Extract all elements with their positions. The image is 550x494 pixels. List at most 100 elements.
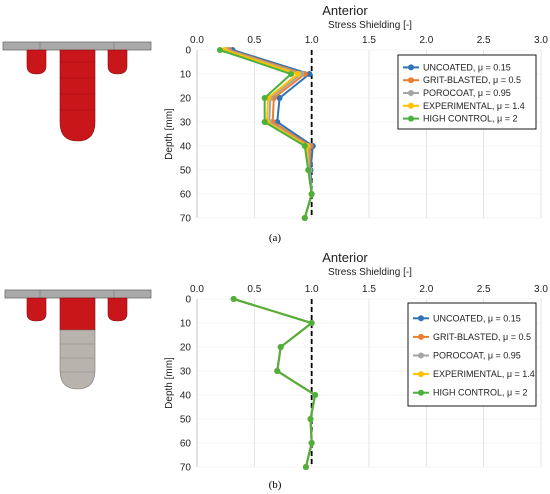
legend-label: GRIT-BLASTED, μ = 0.5 — [423, 75, 521, 85]
legend-swatch-marker — [418, 371, 424, 378]
legend-item: POROCOAT, μ = 0.95 — [403, 88, 511, 98]
y-tick-label: 60 — [180, 190, 192, 201]
legend-label: HIGH CONTROL, μ = 2 — [423, 114, 517, 124]
legend-swatch-marker — [408, 77, 414, 84]
series-5 — [230, 296, 319, 470]
data-point — [301, 143, 308, 149]
x-tick-label: 2.0 — [419, 35, 433, 46]
legend-box — [407, 302, 537, 407]
series-4 — [221, 47, 315, 221]
legend-item: UNCOATED, μ = 0.15 — [403, 62, 511, 72]
implant-illustration-a — [2, 41, 152, 142]
y-axis-label: Depth [mm] — [164, 357, 175, 409]
data-point — [276, 95, 283, 101]
series-3 — [223, 47, 315, 221]
data-point — [308, 440, 315, 446]
legend-label: EXPERIMENTAL, μ = 1.4 — [423, 101, 525, 111]
data-point — [277, 344, 284, 350]
data-point — [306, 71, 313, 77]
legend-swatch-marker — [408, 64, 414, 71]
x-tick-label: 2.5 — [477, 284, 491, 295]
legend-label: UNCOATED, μ = 0.15 — [423, 62, 511, 72]
legend-item: EXPERIMENTAL, μ = 1.4 — [403, 101, 525, 111]
y-axis-label: Depth [mm] — [164, 108, 175, 160]
data-point — [261, 119, 268, 125]
data-point — [305, 167, 312, 173]
series-line — [233, 298, 317, 468]
y-tick-label: 70 — [180, 463, 192, 474]
panel-label-b: (b) — [269, 479, 282, 491]
chart-title: Anterior — [322, 3, 368, 18]
x-tick-label: 0.5 — [247, 35, 261, 46]
legend-label: HIGH CONTROL, μ = 2 — [433, 388, 527, 398]
y-tick-label: 20 — [180, 343, 192, 354]
series-line — [233, 298, 317, 468]
x-tick-label: 0.5 — [247, 284, 261, 295]
series-line — [233, 298, 317, 468]
series-line — [233, 298, 317, 468]
series-line — [233, 298, 317, 468]
legend-label: GRIT-BLASTED, μ = 0.5 — [433, 332, 531, 342]
y-tick-label: 50 — [180, 415, 192, 426]
y-tick-label: 10 — [180, 319, 192, 330]
implant-illustration-b — [4, 289, 152, 390]
y-tick-label: 40 — [180, 142, 192, 153]
y-tick-label: 30 — [180, 367, 192, 378]
x-tick-label: 1.5 — [362, 284, 376, 295]
legend-label: UNCOATED, μ = 0.15 — [433, 313, 521, 323]
legend-swatch-marker — [418, 389, 424, 396]
legend-swatch-marker — [408, 102, 414, 109]
legend-item: UNCOATED, μ = 0.15 — [413, 313, 521, 323]
legend-swatch-marker — [408, 115, 414, 122]
data-point — [307, 416, 314, 422]
y-tick-label: 10 — [180, 70, 192, 81]
series-line — [219, 49, 313, 219]
series-2 — [230, 296, 319, 470]
series-4 — [230, 296, 319, 470]
y-tick-label: 20 — [180, 94, 192, 105]
series-5 — [216, 47, 315, 221]
legend-item: HIGH CONTROL, μ = 2 — [403, 114, 517, 124]
legend-item: POROCOAT, μ = 0.95 — [413, 351, 521, 361]
legend-label: EXPERIMENTAL, μ = 1.4 — [433, 369, 535, 379]
x-tick-label: 1.5 — [362, 35, 376, 46]
x-axis-label: Stress Shielding [-] — [328, 267, 412, 278]
data-point — [308, 320, 315, 326]
data-point — [294, 71, 301, 77]
y-tick-label: 40 — [180, 391, 192, 402]
data-point — [302, 464, 309, 470]
x-tick-label: 2.5 — [477, 35, 491, 46]
x-tick-label: 1.0 — [305, 35, 319, 46]
y-tick-label: 0 — [185, 295, 191, 306]
x-tick-label: 0.0 — [190, 284, 204, 295]
legend-label: POROCOAT, μ = 0.95 — [433, 351, 521, 361]
legend-swatch-marker — [418, 352, 424, 359]
legend-item: GRIT-BLASTED, μ = 0.5 — [413, 332, 531, 342]
chart-title: Anterior — [322, 250, 368, 265]
legend-item: HIGH CONTROL, μ = 2 — [413, 388, 527, 398]
chart-b: Anterior Stress Shielding [-] Depth [mm]… — [164, 250, 548, 474]
x-tick-label: 2.0 — [419, 284, 433, 295]
data-point — [288, 71, 295, 77]
legend-item: GRIT-BLASTED, μ = 0.5 — [403, 75, 521, 85]
x-axis-label: Stress Shielding [-] — [328, 20, 412, 31]
data-point — [216, 47, 223, 53]
data-point — [261, 95, 268, 101]
y-tick-label: 70 — [180, 214, 192, 225]
y-tick-label: 0 — [185, 46, 191, 57]
panel-label-a: (a) — [269, 232, 282, 244]
chart-a: Anterior Stress Shielding [-] Depth [mm]… — [164, 3, 548, 225]
legend-item: EXPERIMENTAL, μ = 1.4 — [413, 369, 535, 379]
data-point — [274, 368, 281, 374]
y-tick-label: 30 — [180, 118, 192, 129]
series-3 — [230, 296, 319, 470]
data-point — [230, 296, 237, 302]
legend-box — [397, 54, 537, 130]
legend-swatch-marker — [408, 90, 414, 96]
x-tick-label: 3.0 — [534, 284, 548, 295]
x-tick-label: 0.0 — [190, 35, 204, 46]
data-point — [308, 191, 315, 197]
data-point — [301, 215, 308, 221]
data-point — [312, 392, 319, 398]
